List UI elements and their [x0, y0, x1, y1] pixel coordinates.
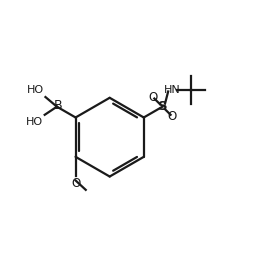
Text: O: O [148, 90, 158, 104]
Text: S: S [158, 100, 167, 113]
Text: HO: HO [27, 85, 44, 95]
Text: O: O [71, 177, 80, 190]
Text: B: B [53, 99, 62, 112]
Text: O: O [167, 110, 177, 123]
Text: HN: HN [164, 85, 180, 95]
Text: HO: HO [26, 117, 43, 127]
